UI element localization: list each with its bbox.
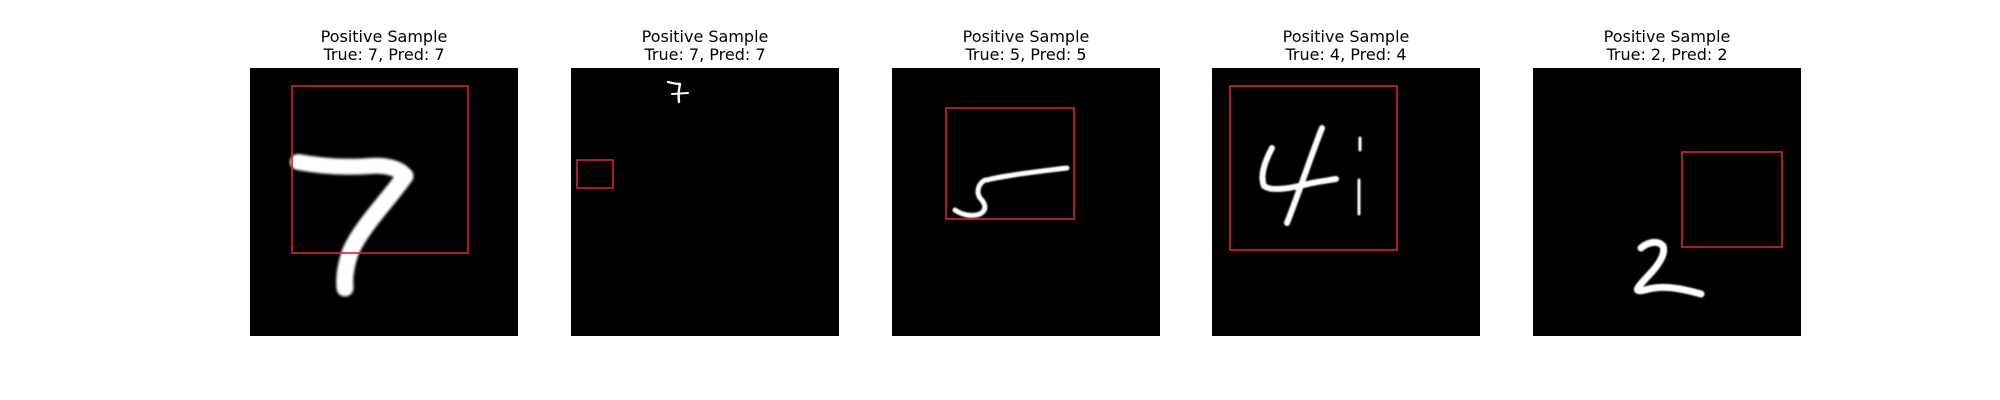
panel-title: Positive Sample True: 7, Pred: 7 <box>250 28 518 64</box>
digit-stroke <box>952 165 1070 218</box>
panel-title-line1: Positive Sample <box>641 27 769 46</box>
panel-title-line2: True: 7, Pred: 7 <box>323 45 445 64</box>
digit-image-svg <box>1633 151 1783 298</box>
sample-panel-1: Positive Sample True: 7, Pred: 7 <box>250 0 518 400</box>
panel-title-line2: True: 7, Pred: 7 <box>644 45 766 64</box>
panel-title: Positive Sample True: 2, Pred: 2 <box>1533 28 1801 64</box>
sample-panel-3: Positive Sample True: 5, Pred: 5 <box>892 0 1160 400</box>
panel-title: Positive Sample True: 4, Pred: 4 <box>1212 28 1480 64</box>
panel-title: Positive Sample True: 7, Pred: 7 <box>571 28 839 64</box>
panel-title-line2: True: 2, Pred: 2 <box>1606 45 1728 64</box>
digit-image <box>250 68 518 336</box>
digit-image <box>1212 68 1480 336</box>
detection-box <box>291 85 469 254</box>
detection-box <box>1681 151 1783 248</box>
detection-box <box>1229 85 1398 251</box>
detection-box <box>576 159 614 189</box>
digit-image-svg <box>576 80 689 189</box>
digit-stroke <box>290 154 414 297</box>
digit-image <box>571 68 839 336</box>
digit-image <box>1533 68 1801 336</box>
detection-box <box>945 107 1075 220</box>
sample-panel-5: Positive Sample True: 2, Pred: 2 <box>1533 0 1801 400</box>
digit-image-svg <box>945 107 1075 220</box>
panel-title-line1: Positive Sample <box>1282 27 1410 46</box>
sample-panel-2: Positive Sample True: 7, Pred: 7 <box>571 0 839 400</box>
panel-title-line1: Positive Sample <box>1603 27 1731 46</box>
digit-stroke <box>666 80 689 104</box>
panel-title-line1: Positive Sample <box>962 27 1090 46</box>
panel-title-line2: True: 4, Pred: 4 <box>1285 45 1407 64</box>
panel-title: Positive Sample True: 5, Pred: 5 <box>892 28 1160 64</box>
digit-image-svg <box>290 85 469 297</box>
digit-image <box>892 68 1160 336</box>
digit-image-svg <box>1229 85 1398 251</box>
sample-panel-4: Positive Sample True: 4, Pred: 4 <box>1212 0 1480 400</box>
digit-stroke <box>1259 125 1362 226</box>
panel-title-line1: Positive Sample <box>320 27 448 46</box>
panel-title-line2: True: 5, Pred: 5 <box>965 45 1087 64</box>
digit-stroke <box>1633 238 1705 298</box>
